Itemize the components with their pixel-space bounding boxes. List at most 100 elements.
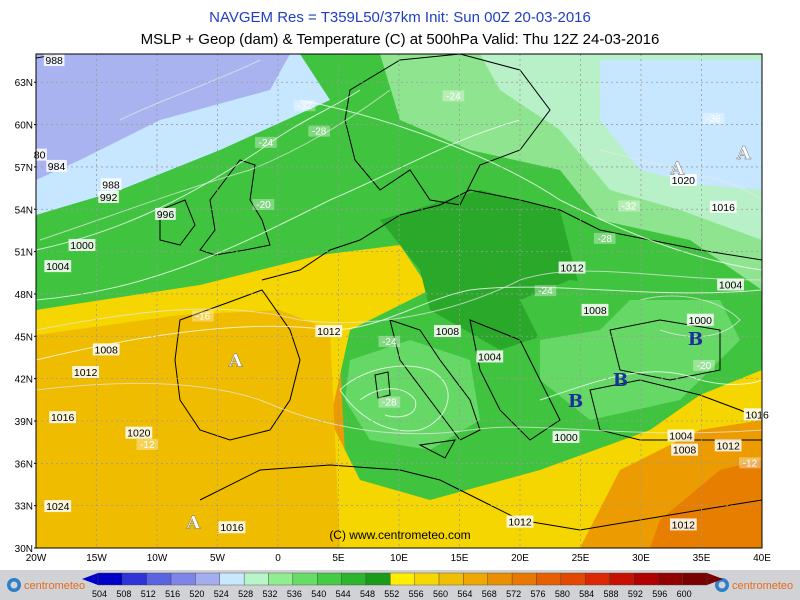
isobar-label: 1008: [581, 303, 609, 317]
isobar-label: 1008: [92, 343, 120, 356]
colorbar-swatch: [560, 572, 586, 586]
svg-text:1004: 1004: [669, 430, 693, 442]
lon-tick-label: 5E: [332, 553, 345, 564]
colorbar-swatch: [633, 572, 659, 586]
balkans-coast: [469, 319, 561, 441]
lon-tick-label: 20W: [26, 553, 47, 564]
svg-text:1016: 1016: [712, 202, 736, 214]
colorbar-swatch: [658, 572, 683, 586]
isobar-label: 1012: [72, 365, 100, 379]
isobar-label: 1008: [671, 443, 698, 457]
svg-text:1020: 1020: [672, 175, 696, 187]
lat-tick-label: 33N: [15, 502, 33, 513]
svg-text:1016: 1016: [51, 412, 75, 424]
africa-coast: [199, 464, 762, 531]
colorbar-swatch: [609, 572, 635, 586]
svg-text:1008: 1008: [583, 305, 607, 317]
temperature-label: -24: [534, 285, 557, 297]
isobar-label: 1016: [743, 408, 771, 421]
isobar-label: 1008: [434, 325, 461, 338]
lat-lon-grid: [35, 54, 763, 549]
temperature-label: -36: [702, 112, 725, 125]
colorbar-swatch: [365, 572, 391, 586]
isobar-label: 988: [43, 54, 65, 67]
isobar-label: 1012: [714, 439, 742, 452]
colorbar-label: 516: [165, 589, 180, 599]
colorbar-swatch: [219, 572, 245, 586]
colorbar-label: 556: [409, 589, 424, 599]
isobar-label: 1020: [125, 426, 153, 440]
svg-text:1012: 1012: [508, 517, 532, 529]
svg-text:-20: -20: [256, 200, 271, 211]
field-zone-z544: [520, 280, 640, 340]
svg-text:1004: 1004: [478, 351, 502, 363]
colorbar-swatch: [438, 572, 464, 586]
temperature-label: -12: [739, 457, 761, 469]
field-zone-z540: [345, 340, 480, 450]
svg-text:1012: 1012: [716, 440, 740, 452]
isobar-label: 1016: [709, 200, 737, 214]
temperature-label: -20: [693, 359, 715, 372]
temperature-label: -28: [308, 125, 330, 138]
field-zone-z560: [36, 310, 340, 548]
temperature-label: -12: [136, 438, 159, 451]
colorbar-swatch: [414, 572, 440, 586]
svg-text:1004: 1004: [719, 279, 743, 291]
colorbar-swatch: [268, 572, 294, 586]
svg-text:1008: 1008: [673, 445, 697, 457]
lat-tick-label: 36N: [15, 459, 33, 470]
colorbar-swatch: [243, 572, 269, 586]
colorbar-label: 504: [92, 589, 107, 599]
isobar-label: 1012: [558, 261, 586, 275]
iberia-coast: [174, 289, 301, 441]
colorbar-label: 524: [214, 589, 229, 599]
svg-text:988: 988: [102, 179, 120, 191]
field-zone-z524: [36, 54, 290, 180]
svg-text:984: 984: [48, 161, 66, 173]
colorbar-label: 596: [652, 589, 667, 599]
colorbar-swatch: [317, 572, 342, 586]
temperature-label: -28: [378, 396, 401, 409]
isobar-label: 1000: [686, 313, 714, 327]
field-zone-z528: [600, 60, 762, 190]
scandinavia-coast: [344, 54, 551, 206]
lon-tick-label: 0: [275, 553, 281, 564]
isobar-label: 1012: [315, 325, 343, 338]
colorbar-swatch: [463, 572, 488, 586]
isobar-label: 984: [46, 159, 67, 173]
svg-text:1012: 1012: [74, 367, 98, 379]
svg-text:1000: 1000: [689, 315, 713, 327]
isobar-label: 1004: [667, 429, 695, 442]
svg-text:1000: 1000: [554, 432, 578, 444]
lon-tick-label: 15E: [451, 553, 469, 564]
isobar-label: 1000: [68, 238, 96, 252]
coastlines: [36, 54, 762, 531]
isobar-label: 1012: [669, 518, 697, 531]
temperature-label: -24: [442, 90, 465, 102]
colorbar-swatch: [536, 572, 562, 586]
colorbar-label: 536: [287, 589, 302, 599]
lon-tick-label: 15W: [86, 553, 107, 564]
lat-tick-label: 57N: [15, 163, 33, 174]
ireland-coast: [159, 199, 196, 246]
svg-text:-28: -28: [597, 234, 612, 245]
isobar-label: 1000: [552, 430, 580, 444]
colorbar-label: 580: [555, 589, 570, 599]
weather-map: 9888098498899299610001004100810121016102…: [15, 53, 771, 564]
svg-text:996: 996: [157, 209, 175, 221]
colorbar-swatch: [390, 572, 415, 586]
svg-text:1020: 1020: [127, 428, 151, 440]
italy-coast: [389, 319, 481, 441]
colorbar-label: 512: [141, 589, 156, 599]
colorbar-swatch: [97, 572, 123, 586]
lon-tick-label: 30E: [632, 553, 650, 564]
colorbar-label: 552: [384, 589, 399, 599]
svg-text:-28: -28: [382, 398, 397, 409]
high-pressure-center: A: [669, 158, 685, 179]
temperature-label: -32: [618, 200, 640, 212]
logo-text-right: centrometeo: [732, 580, 793, 592]
colorbar-swatch: [292, 572, 318, 586]
credit-text: (C) www.centrometeo.com: [329, 528, 470, 542]
svg-text:-24: -24: [538, 286, 553, 297]
isobar-label: 1016: [49, 411, 77, 424]
